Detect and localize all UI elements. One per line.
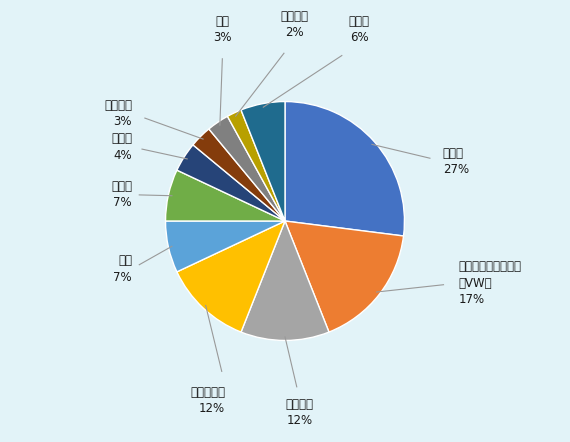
- Wedge shape: [227, 110, 285, 221]
- Text: フォード
2%: フォード 2%: [280, 10, 308, 39]
- Wedge shape: [285, 102, 405, 236]
- Wedge shape: [285, 221, 404, 332]
- Text: シボレー
3%: シボレー 3%: [104, 99, 132, 128]
- Text: 現代自動車
12%: 現代自動車 12%: [190, 386, 225, 415]
- Wedge shape: [177, 145, 285, 221]
- Text: フォルクスワーゲン
（VW）
17%: フォルクスワーゲン （VW） 17%: [458, 260, 521, 306]
- Text: 日産
3%: 日産 3%: [214, 15, 232, 44]
- Text: ルノー
27%: ルノー 27%: [443, 146, 469, 176]
- Wedge shape: [241, 221, 329, 340]
- Wedge shape: [209, 116, 285, 221]
- Wedge shape: [177, 221, 285, 332]
- Wedge shape: [165, 170, 285, 221]
- Text: プジョー
12%: プジョー 12%: [286, 398, 314, 427]
- Text: その他
6%: その他 6%: [349, 15, 369, 44]
- Wedge shape: [193, 129, 285, 221]
- Text: 起亜
7%: 起亜 7%: [113, 254, 132, 283]
- Wedge shape: [165, 221, 285, 272]
- Text: スズキ
4%: スズキ 4%: [111, 132, 132, 162]
- Wedge shape: [241, 102, 285, 221]
- Text: トヨタ
7%: トヨタ 7%: [111, 180, 132, 210]
